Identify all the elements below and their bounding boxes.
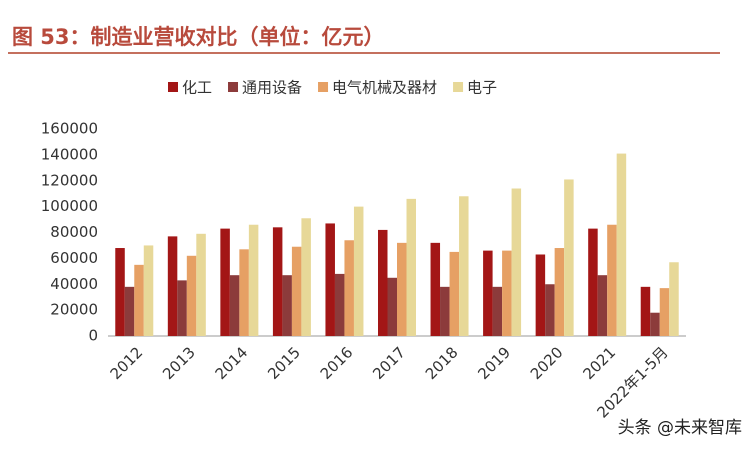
bar <box>397 242 407 336</box>
bar <box>597 275 608 336</box>
bar <box>177 280 187 336</box>
bar <box>186 255 197 336</box>
bar <box>564 179 574 336</box>
bar <box>220 228 230 336</box>
bar <box>659 288 670 336</box>
bar <box>640 286 651 336</box>
bar <box>248 224 259 336</box>
bar <box>535 254 546 336</box>
bar <box>616 153 627 336</box>
bar <box>167 236 178 336</box>
y-tick-label: 40000 <box>50 275 98 293</box>
bar <box>229 275 240 336</box>
x-tick-label: 2012 <box>107 343 147 383</box>
legend-label: 化工 <box>182 79 212 97</box>
legend-swatch <box>453 82 464 92</box>
legend-label: 电子 <box>467 79 497 97</box>
bar <box>344 240 354 336</box>
bar <box>301 218 311 336</box>
y-tick-label: 160000 <box>41 120 98 138</box>
bar <box>134 264 144 336</box>
bar <box>502 250 512 336</box>
bar <box>282 275 292 336</box>
bar <box>353 206 364 336</box>
legend-label: 电气机械及器材 <box>332 79 437 97</box>
y-tick-label: 100000 <box>41 197 98 215</box>
legend-swatch <box>228 82 239 92</box>
bar <box>554 248 565 336</box>
y-tick-label: 140000 <box>41 145 98 163</box>
legend-swatch <box>168 82 178 92</box>
bar <box>325 223 335 336</box>
bar <box>650 312 660 336</box>
y-tick-label: 20000 <box>50 301 98 319</box>
bar <box>669 262 679 336</box>
x-tick-label: 2017 <box>369 343 409 383</box>
bar <box>406 198 416 336</box>
bar <box>511 188 522 336</box>
bar <box>239 249 249 336</box>
x-tick-label: 2021 <box>579 343 619 383</box>
bar <box>588 228 598 336</box>
y-tick-label: 80000 <box>50 223 98 241</box>
bar <box>115 248 125 336</box>
bar <box>449 251 460 336</box>
bar <box>196 233 206 336</box>
x-tick-label: 2018 <box>422 343 462 383</box>
bar <box>440 286 450 336</box>
watermark: 头条 @未来智库 <box>618 418 742 438</box>
bar <box>272 227 283 336</box>
bar <box>483 250 493 336</box>
x-tick-label: 2020 <box>527 343 567 383</box>
bar <box>291 246 302 336</box>
bar <box>545 284 555 336</box>
x-tick-label: 2019 <box>474 343 514 383</box>
bar <box>124 286 135 336</box>
bar <box>143 245 154 336</box>
y-tick-label: 120000 <box>41 171 98 189</box>
bar <box>378 229 388 336</box>
legend-label: 通用设备 <box>242 79 302 97</box>
chart-title: 图 53：制造业营收对比（单位：亿元） <box>12 25 385 49</box>
bar <box>430 242 441 336</box>
x-tick-label: 2016 <box>317 343 357 383</box>
y-tick-label: 0 <box>88 327 98 345</box>
legend-swatch <box>318 82 329 92</box>
bar <box>492 286 503 336</box>
x-tick-label: 2013 <box>159 343 199 383</box>
bar <box>334 273 345 336</box>
bar <box>607 224 617 336</box>
bar <box>387 277 397 336</box>
x-tick-label: 2015 <box>264 343 304 383</box>
x-tick-label: 2014 <box>212 343 252 383</box>
y-tick-label: 60000 <box>50 249 98 267</box>
bar <box>459 196 469 336</box>
